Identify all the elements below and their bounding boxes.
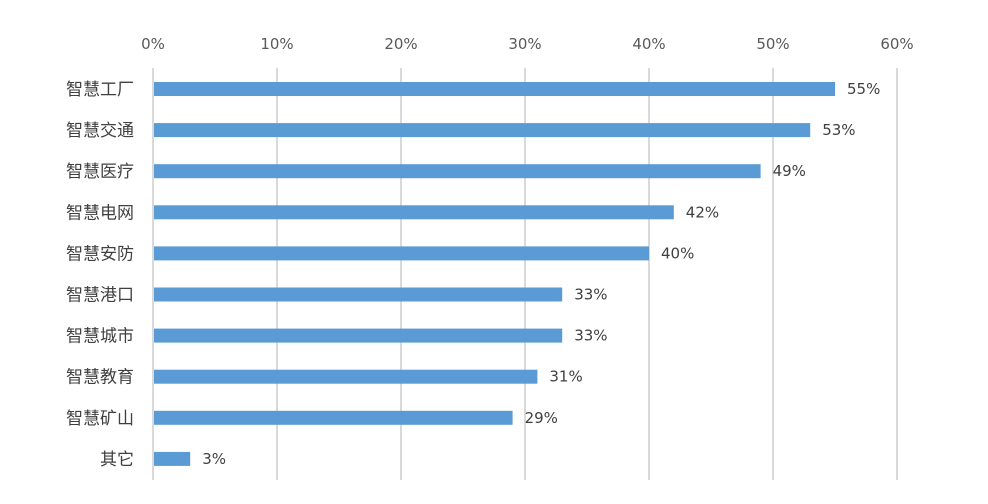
bar — [154, 328, 563, 343]
category-label: 智慧港口 — [66, 286, 134, 306]
category-label: 智慧教育 — [66, 368, 134, 388]
data-label: 40% — [661, 244, 694, 262]
data-label: 33% — [574, 327, 607, 345]
x-axis-ticks: 0% 10% 20% 30% 40% 50% 60% — [141, 35, 914, 53]
bar — [154, 205, 674, 220]
bar — [154, 246, 649, 261]
x-tick-label: 40% — [632, 35, 665, 53]
data-label: 55% — [847, 80, 880, 98]
bar — [154, 82, 835, 96]
category-label: 智慧工厂 — [66, 80, 134, 100]
data-label: 33% — [574, 286, 607, 304]
bar — [154, 369, 538, 384]
data-label: 42% — [686, 203, 719, 221]
category-label: 其它 — [100, 450, 134, 470]
bar — [154, 123, 811, 138]
bars — [154, 82, 835, 466]
category-label: 智慧城市 — [66, 327, 134, 347]
x-tick-label: 20% — [384, 35, 417, 53]
x-tick-label: 30% — [508, 35, 541, 53]
bar — [154, 287, 563, 302]
data-label: 49% — [773, 162, 806, 180]
category-label: 智慧矿山 — [66, 409, 134, 429]
data-label: 29% — [525, 409, 558, 427]
data-label: 53% — [822, 121, 855, 139]
bar — [154, 164, 761, 179]
x-tick-label: 60% — [880, 35, 913, 53]
category-label: 智慧交通 — [66, 121, 134, 141]
data-labels: 55% 53% 49% 42% 40% 33% 33% 31% 29% 3% — [202, 80, 880, 468]
bar — [154, 410, 513, 425]
category-label: 智慧医疗 — [66, 162, 134, 182]
category-label: 智慧电网 — [66, 203, 134, 223]
data-label: 31% — [549, 368, 582, 386]
x-tick-label: 0% — [141, 35, 165, 53]
x-tick-label: 10% — [260, 35, 293, 53]
data-label: 3% — [202, 450, 226, 468]
x-tick-label: 50% — [756, 35, 789, 53]
category-label: 智慧安防 — [66, 244, 134, 264]
bar — [154, 451, 191, 466]
